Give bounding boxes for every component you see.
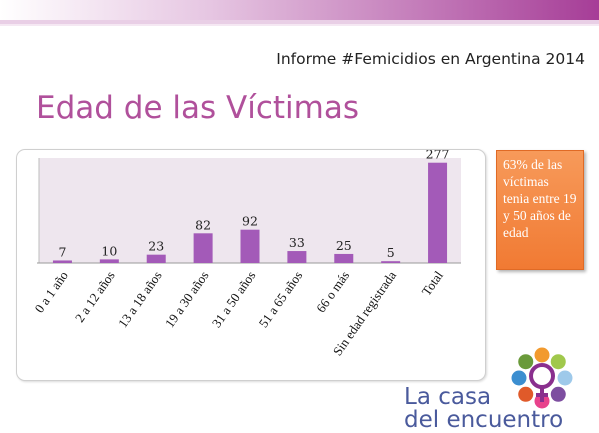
bar [381,261,401,263]
logo-dot [557,370,573,386]
bar [240,229,260,263]
bar [287,251,307,263]
tick-label: 66 o más [313,268,352,315]
logo-line-1: La casa [404,384,492,410]
callout-box: 63% de las víctimas tenia entre 19 y 50 … [496,150,584,270]
tick-label: 13 a 18 años [115,268,165,330]
data-label: 92 [242,214,258,229]
logo-dot [518,386,534,402]
top-decorative-bar [0,0,599,26]
logo-line-2: del encuentro [404,407,564,433]
tick-label: Total [419,268,447,299]
slide-title: Edad de las Víctimas [36,90,359,126]
tick-label: 0 a 1 año [31,268,70,315]
bar [334,253,354,263]
logo-emblem-ring [529,363,555,389]
data-label: 25 [336,238,352,253]
data-label: 33 [289,235,305,250]
logo-mark [511,347,573,409]
data-label: 23 [148,239,164,254]
data-label: 82 [195,217,211,232]
tick-label: 51 a 65 años [256,268,306,330]
logo-dot [518,354,534,370]
data-label: 7 [58,244,66,259]
bar [428,162,448,263]
bar [146,254,166,263]
bar [52,260,72,263]
data-label: 5 [387,245,395,260]
logo-dot [511,370,527,386]
tick-label: 19 a 30 años [162,268,212,330]
logo-dot [550,354,566,370]
bar [99,259,119,263]
tick-label: 2 a 12 años [72,268,118,325]
logo-dot [534,347,550,363]
data-label: 10 [101,243,117,258]
chart-frame: 7 0 a 1 año 10 2 a 12 años 23 13 a 18 años 82 1… [16,149,486,381]
bar [193,233,213,263]
report-title: Informe #Femicidios en Argentina 2014 [276,50,585,68]
bar-chart: 7 0 a 1 año 10 2 a 12 años 23 13 a 18 años 82 1… [31,150,461,358]
logo: La casa del encuentro [396,343,596,433]
logo-dot [550,386,566,402]
tick-label: 31 a 50 años [209,268,259,330]
data-label: 277 [426,150,450,162]
